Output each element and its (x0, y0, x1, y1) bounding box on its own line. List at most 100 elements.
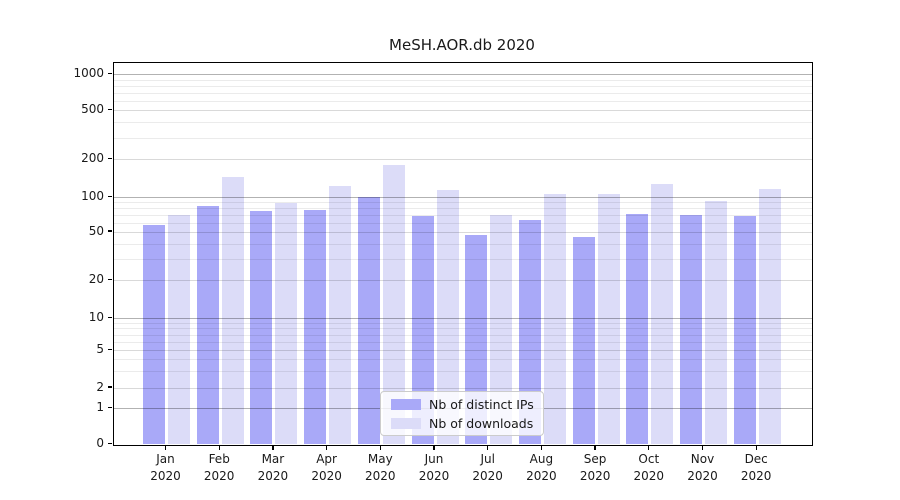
x-tick-mark (701, 445, 704, 450)
x-tick-label-nov: Nov 2020 (673, 451, 733, 485)
y-tick-mark (108, 230, 112, 232)
bar-nb-of-distinct-ips-sep (572, 237, 595, 444)
x-tick-year: 2020 (633, 469, 665, 483)
x-tick-mark (487, 445, 489, 450)
x-tick-label-apr: Apr 2020 (297, 451, 357, 485)
gridline (114, 359, 812, 361)
x-tick-month: Jan (156, 452, 175, 466)
x-tick-month: Aug (529, 452, 554, 466)
x-tick-mark (379, 445, 381, 450)
bar-nb-of-downloads-jan (168, 214, 190, 444)
grid-layer (114, 63, 812, 445)
y-tick-label: 500 (81, 102, 104, 117)
y-tick-label: 20 (88, 272, 104, 286)
bar-nb-of-downloads-sep (597, 193, 620, 444)
gridline (114, 122, 812, 124)
gridline (114, 79, 812, 81)
x-tick-mark (648, 445, 650, 450)
x-tick-mark (164, 445, 167, 450)
bar-nb-of-downloads-oct (651, 184, 674, 444)
y-tick-mark (108, 195, 112, 197)
y-tick-mark (108, 108, 112, 111)
bar-nb-of-downloads-mar (275, 202, 298, 444)
gridline (114, 202, 812, 204)
y-tick-label: 2 (96, 379, 104, 394)
bar-nb-of-downloads-aug (543, 194, 566, 444)
x-tick-mark (540, 445, 543, 450)
gridline (114, 110, 812, 112)
gridline (114, 214, 812, 216)
x-tick-month: Dec (744, 452, 768, 466)
x-tick-month: May (367, 452, 393, 466)
x-tick-month: Sep (583, 452, 607, 466)
bar-nb-of-distinct-ips-apr (304, 210, 327, 444)
y-tick-label: 10 (88, 310, 104, 324)
x-tick-month: Jun (424, 452, 444, 466)
y-tick-mark (108, 157, 112, 160)
x-tick-mark (433, 445, 435, 450)
bar-nb-of-distinct-ips-aug (518, 220, 541, 444)
y-tick-label: 1000 (73, 66, 104, 81)
y-tick-mark (108, 278, 112, 280)
chart-title: MeSH.AOR.db 2020 (389, 36, 535, 54)
legend-label-distinct-ips: Nb of distinct IPs (429, 396, 534, 412)
legend-swatch-distinct-ips (391, 398, 421, 410)
gridline (114, 258, 812, 260)
x-tick-year: 2020 (687, 469, 718, 483)
y-tick-mark (108, 442, 112, 444)
x-tick-label-aug: Aug 2020 (511, 451, 571, 485)
gridline (114, 231, 812, 233)
gridline (114, 371, 812, 372)
x-tick-year: 2020 (150, 469, 181, 483)
x-tick-month: Apr (316, 452, 337, 466)
y-tick-mark (108, 72, 112, 75)
x-tick-label-jul: Jul 2020 (458, 451, 518, 485)
x-tick-label-dec: Dec 2020 (726, 451, 786, 485)
x-tick-mark (272, 445, 274, 450)
legend-item-distinct-ips: Nb of distinct IPs (381, 397, 543, 412)
gridline (114, 197, 812, 198)
bar-nb-of-distinct-ips-mar (250, 211, 273, 444)
x-tick-year: 2020 (203, 469, 235, 483)
legend-swatch-downloads (391, 417, 421, 429)
y-tick-label: 1 (96, 400, 104, 415)
x-tick-month: Jul (480, 452, 495, 466)
x-tick-label-jun: Jun 2020 (404, 451, 464, 485)
bar-nb-of-downloads-may (382, 165, 405, 444)
bar-nb-of-downloads-jul (490, 214, 513, 444)
x-tick-year: 2020 (311, 469, 342, 483)
y-tick-mark (108, 316, 112, 318)
gridline (114, 74, 812, 76)
gridline (114, 350, 812, 351)
gridline (114, 85, 812, 87)
bar-nb-of-downloads-dec (758, 188, 781, 444)
x-tick-mark (594, 445, 596, 450)
y-tick-label: 100 (81, 189, 104, 203)
x-tick-label-may: May 2020 (350, 451, 410, 485)
bar-nb-of-distinct-ips-oct (626, 214, 649, 444)
bar-nb-of-downloads-nov (705, 201, 727, 444)
gridline (114, 318, 812, 319)
bar-nb-of-downloads-apr (329, 185, 352, 444)
x-tick-year: 2020 (365, 469, 396, 483)
x-tick-label-mar: Mar 2020 (243, 451, 303, 485)
x-tick-year: 2020 (257, 469, 289, 483)
y-tick-mark (108, 348, 112, 350)
legend: Nb of distinct IPs Nb of downloads (380, 391, 544, 436)
x-tick-label-feb: Feb 2020 (189, 451, 249, 485)
legend-label-downloads: Nb of downloads (429, 415, 534, 431)
x-tick-label-sep: Sep 2020 (565, 451, 625, 485)
x-tick-month: Nov (690, 452, 715, 466)
bar-nb-of-distinct-ips-dec (733, 216, 756, 444)
gridline (114, 222, 812, 224)
bar-nb-of-distinct-ips-jun (411, 216, 434, 444)
plot-area (113, 62, 813, 446)
gridline (114, 322, 812, 324)
x-tick-mark (325, 445, 328, 450)
gridline (114, 92, 812, 94)
legend-item-downloads: Nb of downloads (381, 416, 543, 431)
y-tick-mark (108, 386, 112, 388)
gridline (114, 243, 812, 245)
gridline (114, 387, 812, 389)
